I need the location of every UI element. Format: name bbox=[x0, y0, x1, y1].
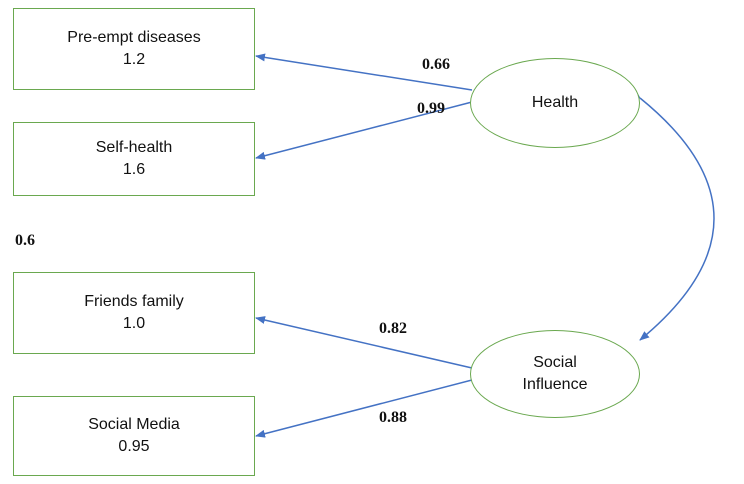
factor-label: Health bbox=[531, 94, 579, 111]
indicator-value: 1.6 bbox=[122, 161, 146, 178]
indicator-box-preempt-diseases: Pre-empt diseases 1.2 bbox=[13, 8, 255, 90]
indicator-label: Pre-empt diseases bbox=[67, 29, 201, 46]
indicator-box-social-media: Social Media 0.95 bbox=[13, 396, 255, 476]
indicator-value: 0.95 bbox=[118, 438, 150, 455]
arrow-social-to-media bbox=[255, 379, 473, 438]
factor-ellipse-health: Health bbox=[470, 58, 640, 148]
covariance-arc bbox=[630, 89, 715, 341]
indicator-label: Social Media bbox=[88, 416, 180, 433]
indicator-value: 1.2 bbox=[122, 51, 146, 68]
indicator-box-self-health: Self-health 1.6 bbox=[13, 122, 255, 196]
arrow-health-to-preempt bbox=[255, 53, 473, 91]
indicator-value: 1.0 bbox=[122, 315, 146, 332]
arrow-social-to-friends bbox=[255, 316, 473, 369]
indicator-box-friends-family: Friends family 1.0 bbox=[13, 272, 255, 354]
factor-label-line2: Influence bbox=[522, 376, 588, 393]
side-value-label: 0.6 bbox=[15, 232, 35, 249]
loading-label-friends: 0.82 bbox=[379, 320, 407, 337]
factor-label-line1: Social bbox=[533, 354, 577, 371]
loading-label-preempt: 0.66 bbox=[422, 56, 450, 73]
loading-label-selfhealth: 0.99 bbox=[417, 100, 445, 117]
arrow-health-to-selfhealth bbox=[255, 101, 473, 160]
indicator-label: Self-health bbox=[95, 139, 173, 156]
indicator-label: Friends family bbox=[84, 293, 184, 310]
loading-label-media: 0.88 bbox=[379, 409, 407, 426]
factor-ellipse-social-influence: Social Influence bbox=[470, 330, 640, 418]
